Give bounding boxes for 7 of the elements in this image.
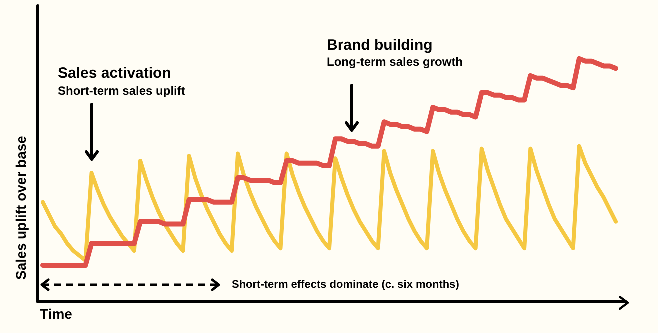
text: Brand building <box>327 37 433 54</box>
annotation: Short-term sales uplift <box>58 84 186 98</box>
y-axis-title: Sales uplift over base <box>13 136 29 280</box>
annotation: Long-term sales growth <box>327 55 464 69</box>
x-axis-title: Time <box>40 306 72 322</box>
annotation: Short-term effects dominate (c. six months) <box>232 279 460 292</box>
annotation: Sales activation <box>58 65 172 82</box>
